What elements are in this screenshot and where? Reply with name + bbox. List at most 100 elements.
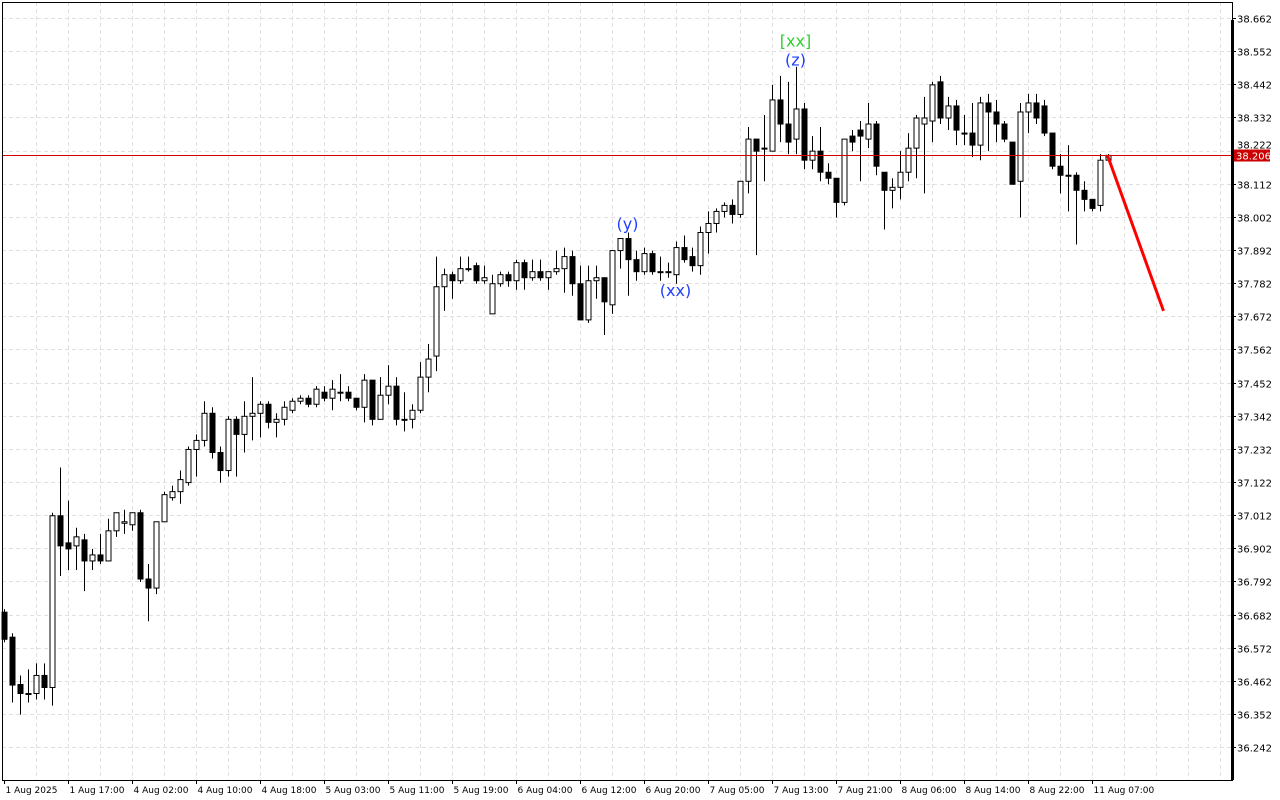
candle-body-bull [465,268,472,271]
candle-20 [161,491,168,523]
candle-36 [289,398,296,414]
candle-body-bull [897,171,904,188]
candle-54 [433,256,440,372]
candle-37 [297,395,304,405]
candle-body-bull [617,238,624,252]
candle-118 [945,96,952,131]
candle-5 [41,663,48,700]
candle-135 [1081,181,1088,212]
candle-1 [9,633,16,703]
candle-45 [361,374,368,423]
candle-body-bear [209,412,216,453]
candle-body-bull [553,268,560,273]
y-tick-label: 36.242 [1237,744,1272,755]
candle-55 [441,268,448,311]
candle-body-bull [945,105,952,119]
candle-31 [249,377,256,441]
candle-129 [1033,93,1040,125]
candle-body-bull [761,147,768,150]
candle-60 [481,265,488,284]
candle-25 [201,401,208,447]
y-tick-label: 36.352 [1237,711,1272,722]
candle-43 [345,386,352,402]
x-tick-label: 1 Aug 2025 [6,786,58,796]
candle-94 [753,138,760,256]
candle-116 [929,81,936,143]
candle-body-bear [817,150,824,173]
candle-body-bear [521,262,528,279]
candle-80 [641,247,648,275]
y-tick-label: 37.342 [1237,413,1272,424]
candle-body-bull [385,385,392,396]
candle-body-bear [969,132,976,146]
candle-body-bear [393,385,400,420]
candle-44 [353,397,360,411]
candle-body-bear [369,379,376,420]
candle-body-bear [681,247,688,261]
candle-83 [665,262,672,278]
candle-76 [609,250,616,314]
x-tick-label: 7 Aug 05:00 [710,786,765,796]
y-tick-label: 38.662 [1237,15,1272,26]
candle-26 [209,407,216,459]
candle-115 [921,96,928,194]
candle-body-bear [753,138,760,152]
candle-body-bull [409,409,416,420]
candle-111 [889,178,896,209]
candle-89 [713,208,720,233]
candles [1,66,1112,715]
candle-body-bear [97,554,104,562]
candle-131 [1049,132,1056,170]
candle-body-bear [537,271,544,279]
candle-body-bear [649,253,656,273]
y-tick-label: 38.002 [1237,214,1272,225]
y-tick-label: 37.562 [1237,346,1272,357]
candle-101 [809,136,816,170]
candle-91 [729,199,736,224]
wave-label: [xx] [780,31,811,50]
candle-body-bull [841,138,848,203]
candle-125 [1001,121,1008,143]
candle-72 [577,265,584,321]
candle-85 [681,235,688,263]
candle-92 [737,180,744,218]
candle-56 [449,271,456,299]
candle-body-bear [985,102,992,113]
candle-body-bear [81,539,88,562]
candle-body-bull [185,448,192,484]
candle-body-bear [849,135,856,143]
candle-body-bear [881,171,888,191]
candle-62 [497,271,504,287]
candle-body-bull [913,117,920,149]
candle-body-bull [441,274,448,288]
candle-body-bear [801,108,808,161]
candle-body-bear [145,578,152,589]
y-tick-label: 38.332 [1237,114,1272,125]
candle-95 [761,114,768,182]
candle-69 [553,250,560,275]
candle-body-bear [937,81,944,119]
candle-body-bear [65,542,72,550]
candle-7 [57,467,64,577]
candle-body-bull [561,256,568,270]
candle-108 [865,102,872,149]
candle-34 [273,413,280,438]
candle-body-bear [57,515,64,547]
candle-body-bear [777,99,784,125]
candle-body-bear [265,403,272,423]
candle-body-bear [505,274,512,282]
candle-body-bull [1065,174,1072,177]
candle-body-bear [569,256,576,285]
candle-6 [49,512,56,706]
candle-body-bull [89,554,96,562]
overlay: (xx) (y) (z)[xx] [2,31,1232,312]
candle-16 [129,512,136,531]
candle-87 [697,226,704,275]
candle-body-bear [17,683,24,695]
candle-body-bull [545,271,552,279]
candle-17 [137,509,144,583]
candle-120 [961,114,968,146]
candle-body-bear [993,111,1000,125]
candle-30 [241,401,248,453]
candle-body-bull [697,232,704,267]
